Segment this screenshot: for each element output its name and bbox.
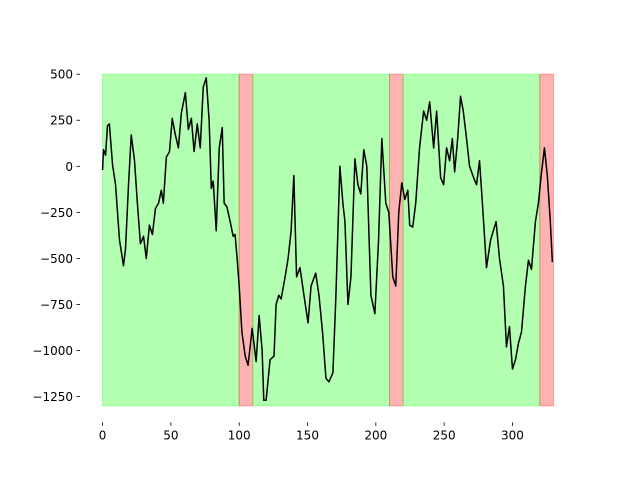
y-tick-label: 0: [65, 160, 73, 174]
y-tick-label: 250: [50, 114, 73, 128]
y-tick-label: −500: [40, 252, 73, 266]
y-tick-label: −1250: [32, 390, 73, 404]
y-tick-label: 500: [50, 68, 73, 82]
x-tick-label: 250: [433, 428, 456, 442]
x-tick-label: 300: [501, 428, 524, 442]
y-tick-label: −250: [40, 206, 73, 220]
shaded-span: [102, 73, 240, 407]
x-tick-label: 200: [364, 428, 387, 442]
shaded-span: [252, 73, 390, 407]
shaded-span: [402, 73, 541, 407]
x-tick-label: 150: [296, 428, 319, 442]
y-tick-label: −750: [40, 298, 73, 312]
data-line: [101, 77, 554, 402]
shaded-span: [238, 73, 254, 407]
x-tick-label: 100: [228, 428, 251, 442]
shaded-span: [388, 73, 404, 407]
y-tick-label: −1000: [32, 344, 73, 358]
x-tick-label: 0: [99, 428, 107, 442]
x-tick-label: 50: [163, 428, 178, 442]
